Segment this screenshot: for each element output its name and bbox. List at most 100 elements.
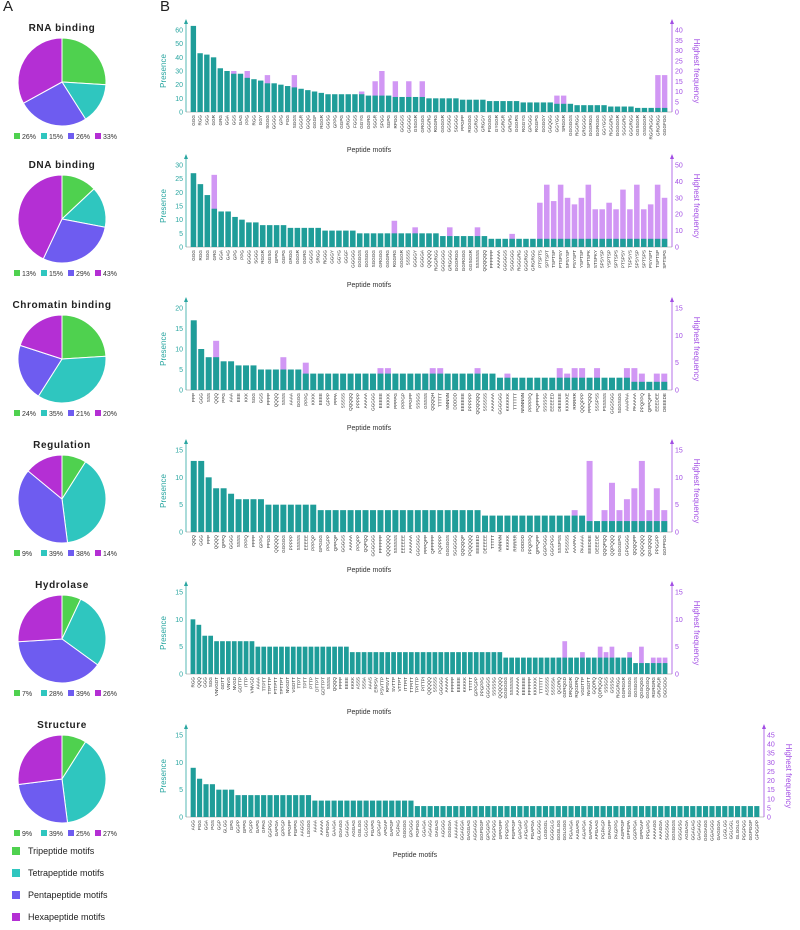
frequency-tick-label: 25 [675,58,683,65]
category-tick-label: SGGR [373,114,378,128]
presence-bar [677,806,683,817]
category-tick-label: GGPGGP [479,820,484,840]
presence-bar [549,515,556,532]
category-tick-label: GQDRQ [592,677,597,695]
pie-slice-pentapeptide [17,638,99,684]
presence-bar [578,238,585,247]
presence-bar [511,377,518,390]
pie-value-label: 39% [49,551,63,558]
category-tick-label: EEEE [344,677,349,689]
presence-bar [225,211,231,247]
category-tick-label: NVGD [232,676,237,690]
category-tick-label: RGGGG [467,115,472,133]
legend-item-pentapeptide: Pentapeptide motifs [12,884,108,906]
category-tick-label: GAGGGA [716,819,721,840]
presence-bar [258,80,264,112]
presence-bar [453,236,460,247]
category-tick-label: TTPTTP [267,677,272,694]
category-tick-label: GGAGGA [460,819,465,840]
category-tick-label: AGGAG [351,820,356,837]
frequency-bar [623,499,630,532]
category-tick-label: PTSPTS [537,250,542,268]
presence-bar [190,460,197,532]
category-tick-label: PSSSSS [602,393,607,411]
presence-bar [325,94,331,112]
category-tick-label: AAA [229,392,234,402]
category-tick-label: QQQPPP [580,393,585,413]
category-tick-label: PPPP [338,677,343,689]
category-tick-label: GGPGG [268,820,273,838]
presence-bar [392,510,399,532]
presence-bar [253,222,259,247]
presence-bar [564,377,571,390]
frequency-tick-label: 0 [675,110,679,117]
category-tick-label: SGGGGG [453,535,458,556]
category-tick-label: QQQQQ [348,393,353,411]
frequency-tick-label: 10 [675,617,683,624]
presence-bar [489,373,496,390]
presence-bar [237,73,244,112]
presence-bar [249,641,255,674]
presence-bar [426,233,432,247]
category-tick-label: SGGSGG [665,820,670,841]
presence-bar [482,515,489,532]
presence-bar [653,521,660,532]
category-tick-label: GLGGGG [537,820,542,841]
presence-bar [295,369,302,390]
category-tick-label: GGA [225,114,230,125]
presence-bar [224,71,230,112]
category-tick-label: EEEEEE [400,535,405,553]
presence-bar [601,377,608,390]
presence-bar [664,806,670,817]
pie-slice-hexapeptide [17,37,63,104]
category-tick-label: GGLGGL [729,820,734,840]
category-tick-label: GSSSG [609,677,614,694]
category-tick-label: RGGRG [433,115,438,133]
presence-bar [444,652,450,674]
category-tick-label: GGA [219,249,224,260]
presence-bar [228,493,235,532]
pie-value-label: 29% [76,271,90,278]
frequency-axis-title: Highest frequency [692,601,701,665]
category-tick-label: RGGPG [534,115,539,133]
presence-bar [600,806,606,817]
presence-bar [336,230,342,247]
presence-bar [278,84,284,112]
presence-bar [302,646,308,674]
category-tick-label: DGDGDG [663,677,668,698]
presence-bar [305,90,311,112]
category-tick-label: TPTT [303,677,308,689]
category-tick-label: SPTSPK [586,249,591,268]
presence-bar [450,652,455,674]
frequency-axis-title: Highest frequency [692,39,701,103]
presence-bar [257,369,264,390]
category-tick-label: GGGSGG [415,535,420,556]
category-tick-label: GRGRGG [655,115,660,136]
category-tick-label: AGAGG [428,820,433,837]
frequency-bar [616,510,623,532]
presence-bar [511,515,518,532]
category-tick-label: GAPGAP [517,820,522,839]
category-tick-label: EEEEE [456,677,461,692]
presence-bar [392,96,399,112]
pie-legend-swatch [41,550,47,556]
frequency-bar [599,209,605,247]
presence-bar [627,657,632,674]
pie-legend-swatch [95,270,101,276]
presence-bar [370,510,376,532]
presence-bar [196,624,202,674]
presence-bar [406,96,412,112]
category-tick-label: NNNNN [445,393,450,410]
category-tick-label: GPGGA [325,819,330,837]
presence-bar [613,238,619,247]
category-tick-label: GAAGA [332,819,337,836]
category-tick-label: AAAAAA [490,392,495,411]
category-tick-label: SGG [251,393,256,404]
presence-bar [372,95,378,112]
pie-legend-swatch [68,270,74,276]
presence-bar [204,195,211,247]
category-tick-label: GGGGG [370,393,375,411]
presence-bar [467,652,473,674]
category-tick-label: GGS [258,393,263,403]
category-tick-label: EEE [236,393,241,402]
